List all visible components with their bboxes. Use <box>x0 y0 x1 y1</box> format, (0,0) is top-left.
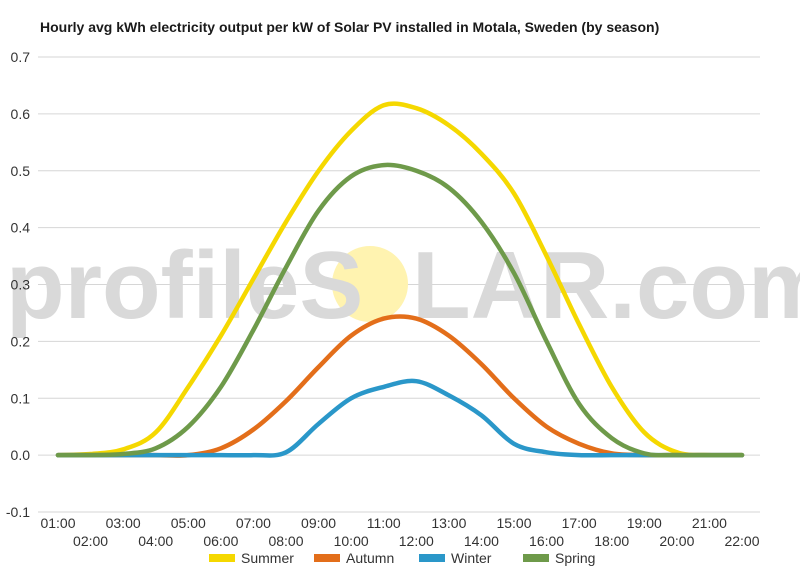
x-tick-label: 21:00 <box>692 515 727 531</box>
legend-swatch <box>523 554 549 562</box>
series-line-summer <box>55 101 745 458</box>
x-tick-label: 06:00 <box>203 533 238 549</box>
legend-swatch <box>314 554 340 562</box>
watermark-text-right: LAR.com <box>412 232 800 339</box>
y-tick-label: 0.6 <box>11 106 31 122</box>
legend-swatch <box>419 554 445 562</box>
x-tick-label: 22:00 <box>724 533 759 549</box>
legend: Summer Autumn Winter Spring <box>209 550 595 566</box>
y-tick-label: 0.4 <box>11 220 31 236</box>
y-tick-label: 0.7 <box>11 49 31 65</box>
x-tick-label: 07:00 <box>236 515 271 531</box>
x-tick-label: 16:00 <box>529 533 564 549</box>
x-tick-label: 17:00 <box>562 515 597 531</box>
x-tick-label: 14:00 <box>464 533 499 549</box>
x-tick-label: 10:00 <box>334 533 369 549</box>
watermark-sun-icon <box>332 246 408 322</box>
series-lines <box>55 101 745 458</box>
y-tick-label: 0.3 <box>11 277 31 293</box>
watermark-text-left: profileS <box>6 232 363 339</box>
y-tick-label: 0.0 <box>11 447 31 463</box>
series-line-winter <box>55 378 745 458</box>
y-tick-label: 0.2 <box>11 333 31 349</box>
x-tick-label: 19:00 <box>627 515 662 531</box>
legend-label: Autumn <box>346 550 394 566</box>
x-tick-label: 02:00 <box>73 533 108 549</box>
legend-label: Winter <box>451 550 492 566</box>
x-tick-label: 03:00 <box>106 515 141 531</box>
y-tick-label: 0.1 <box>11 390 31 406</box>
x-tick-label: 04:00 <box>138 533 173 549</box>
x-axis-ticks: 01:00 02:00 03:00 04:00 05:00 06:00 07:00 08:00… <box>40 515 759 549</box>
y-axis-ticks: 0.7 0.6 0.5 0.4 0.3 0.2 0.1 0.0 -0.1 <box>6 49 30 520</box>
x-tick-label: 20:00 <box>659 533 694 549</box>
chart-title: Hourly avg kWh electricity output per kW… <box>40 19 660 35</box>
legend-swatch <box>209 554 235 562</box>
x-tick-label: 08:00 <box>268 533 303 549</box>
legend-label: Spring <box>555 550 595 566</box>
legend-label: Summer <box>241 550 294 566</box>
x-tick-label: 15:00 <box>496 515 531 531</box>
series-line-spring <box>55 162 745 458</box>
x-tick-label: 01:00 <box>40 515 75 531</box>
x-tick-label: 11:00 <box>367 515 401 531</box>
watermark: profileS LAR.com <box>6 232 800 339</box>
x-tick-label: 09:00 <box>301 515 336 531</box>
x-tick-label: 18:00 <box>594 533 629 549</box>
x-tick-label: 05:00 <box>171 515 206 531</box>
x-tick-label: 13:00 <box>431 515 466 531</box>
x-tick-label: 12:00 <box>399 533 434 549</box>
y-tick-label: -0.1 <box>6 504 30 520</box>
y-tick-label: 0.5 <box>11 163 31 179</box>
